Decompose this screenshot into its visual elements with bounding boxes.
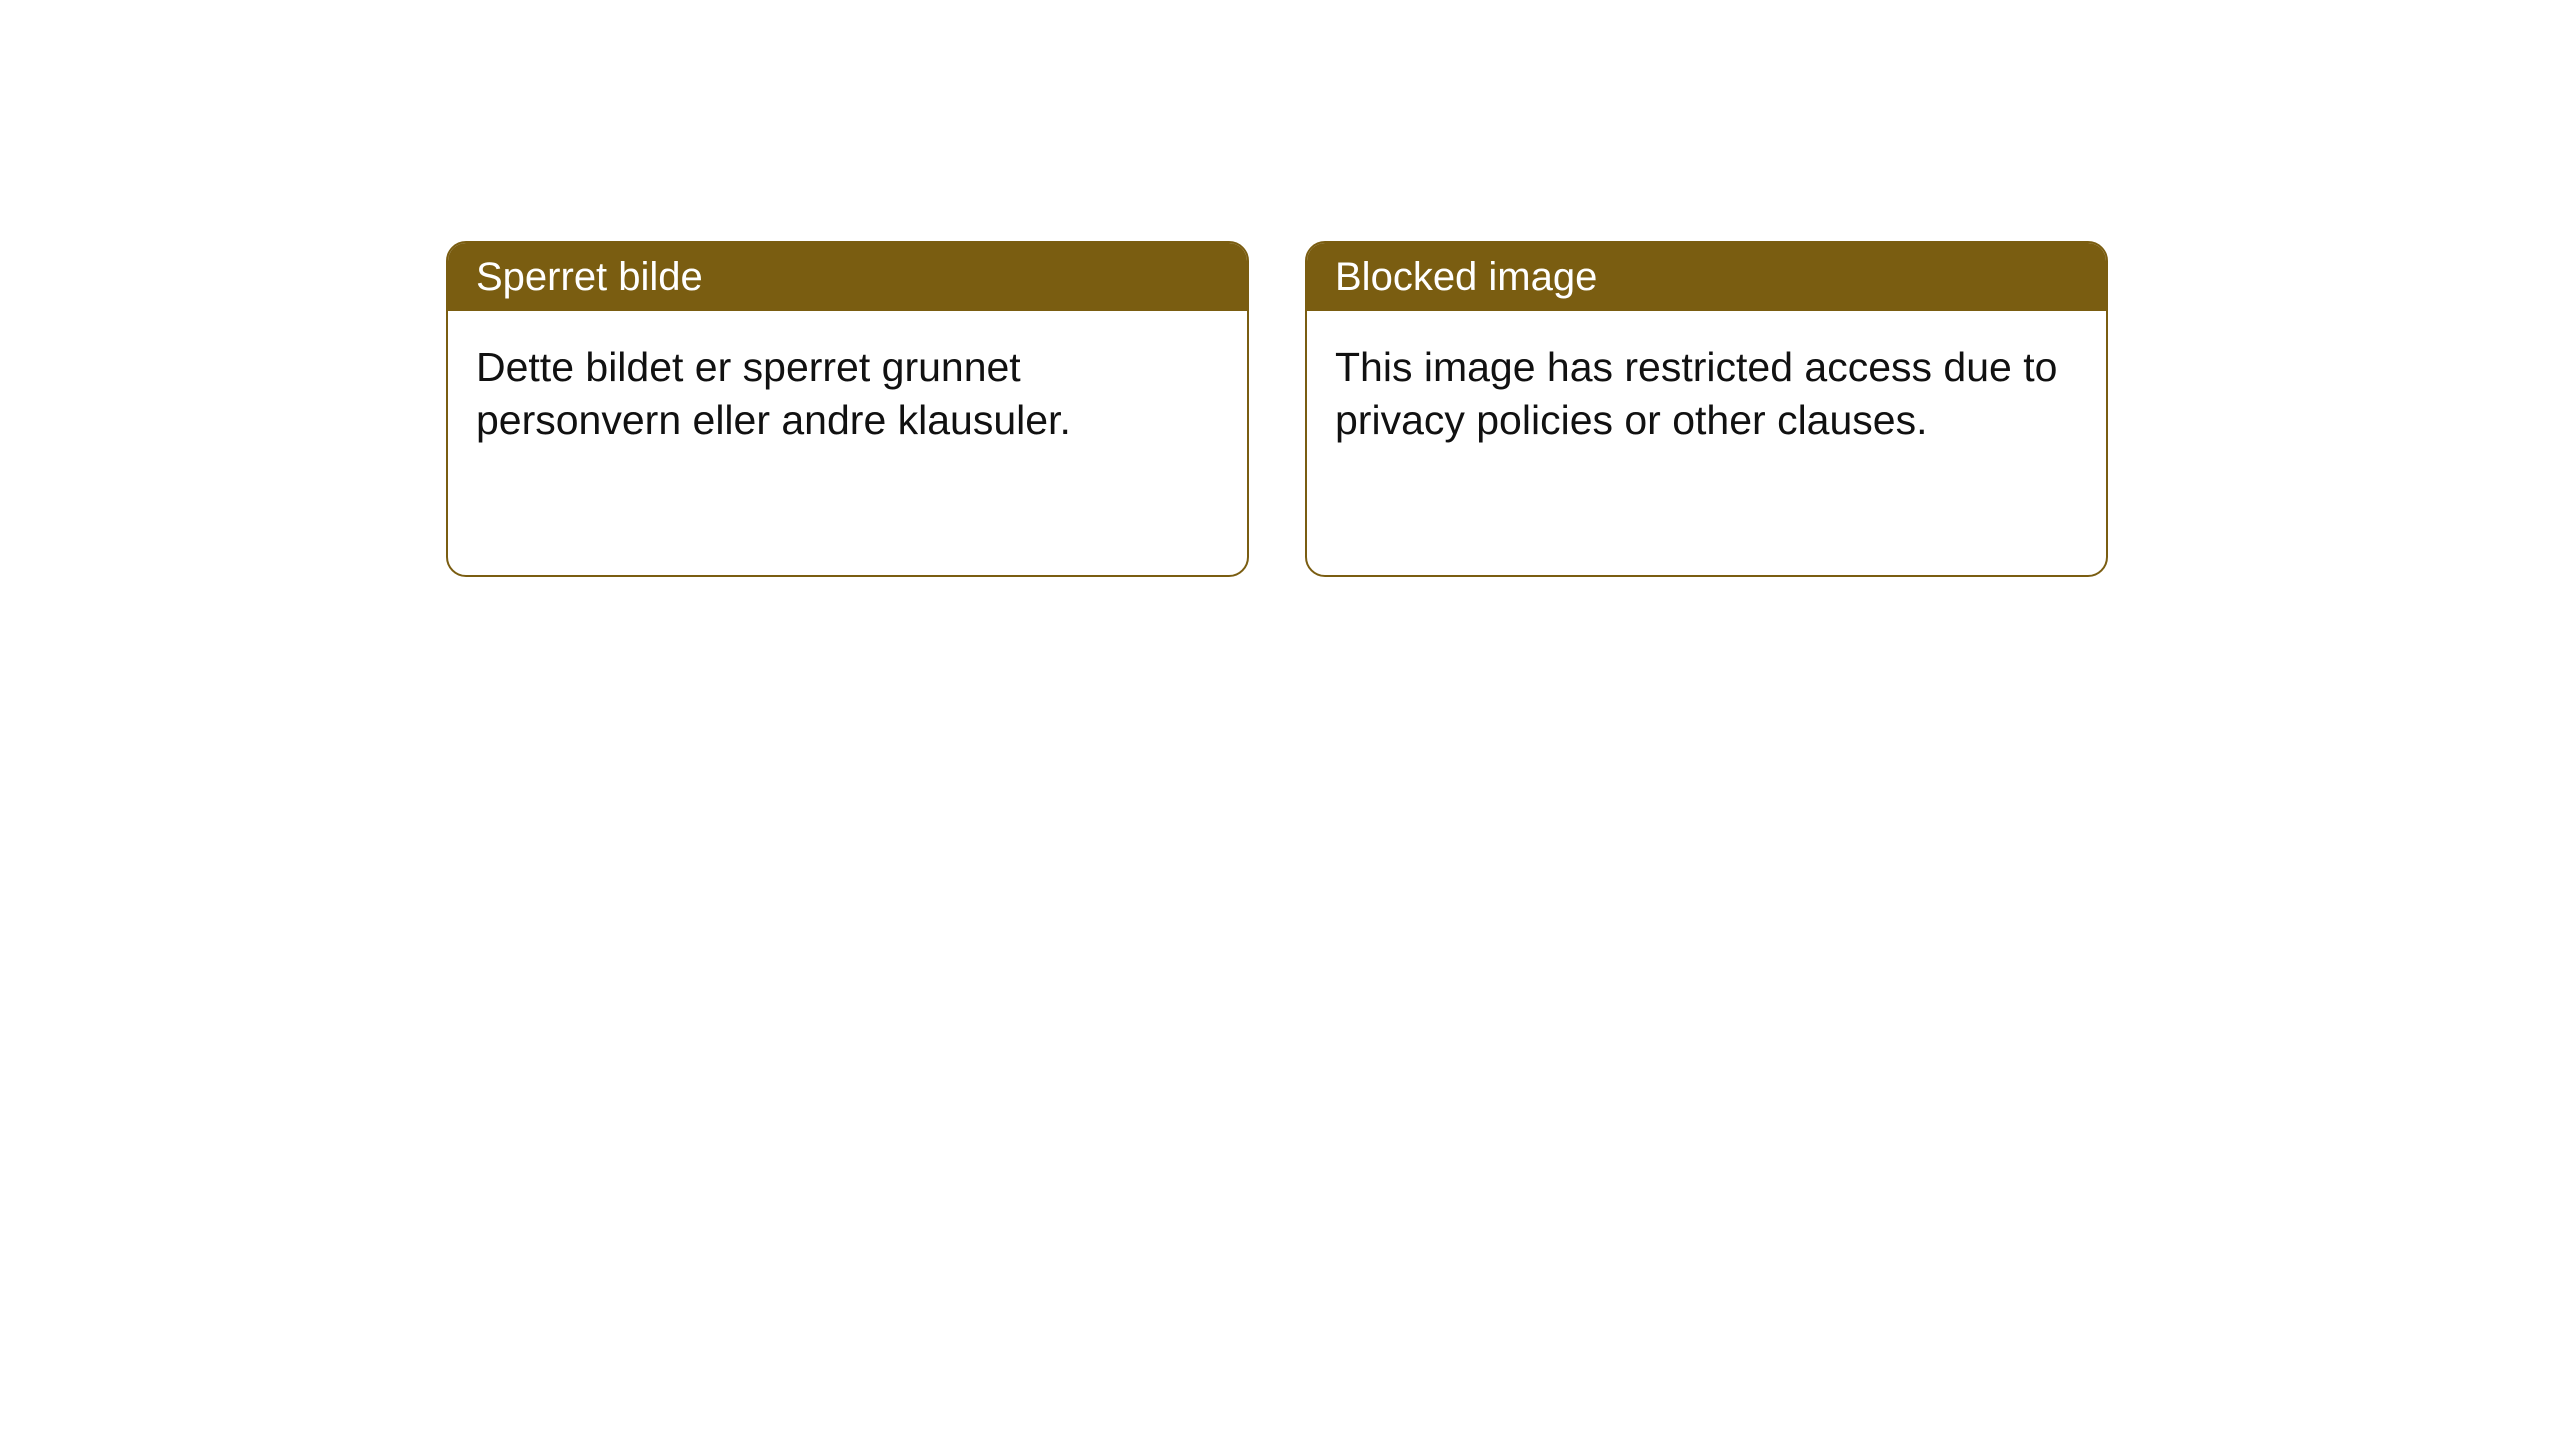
notice-card-norwegian: Sperret bilde Dette bildet er sperret gr…: [446, 241, 1249, 577]
notice-cards-container: Sperret bilde Dette bildet er sperret gr…: [0, 0, 2560, 577]
notice-card-english: Blocked image This image has restricted …: [1305, 241, 2108, 577]
card-body-norwegian: Dette bildet er sperret grunnet personve…: [448, 311, 1247, 478]
card-title-norwegian: Sperret bilde: [448, 243, 1247, 311]
card-title-english: Blocked image: [1307, 243, 2106, 311]
card-body-english: This image has restricted access due to …: [1307, 311, 2106, 478]
